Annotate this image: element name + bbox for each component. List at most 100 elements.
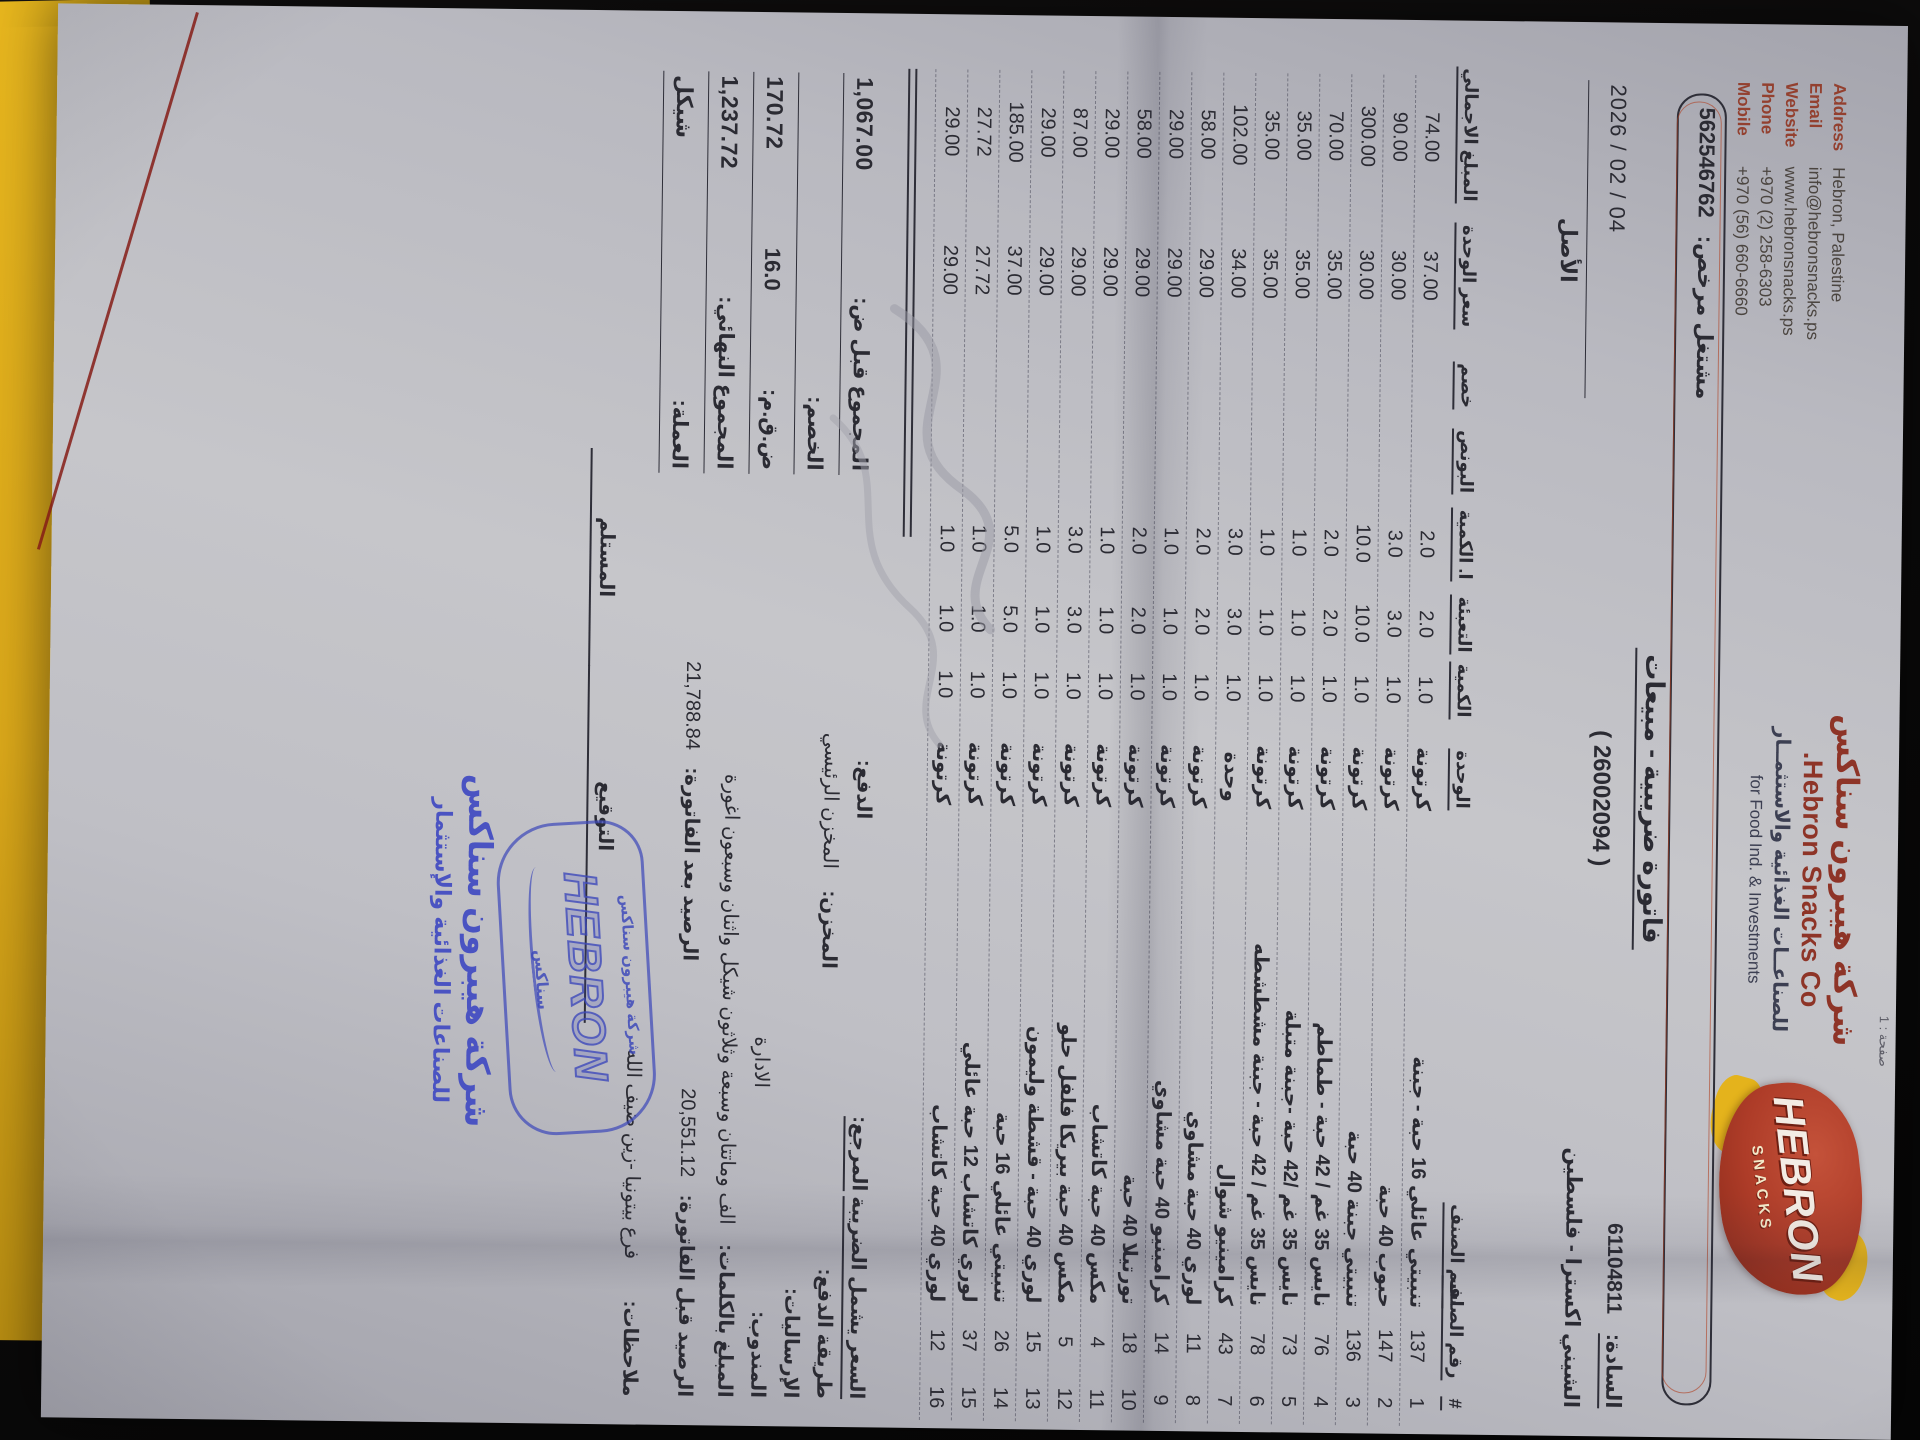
unit-price: 30.00 bbox=[1354, 249, 1378, 301]
customer-account-number: 61104811 bbox=[1602, 1222, 1627, 1315]
invoice-page: Address Hebron, Palestine Email info@hebron… bbox=[40, 3, 1908, 1440]
unit-price: 29.00 bbox=[1162, 247, 1186, 298]
line-total: 70.00 bbox=[1324, 110, 1347, 162]
footer-company-arabic: شركة هيبرون سناكس bbox=[458, 773, 500, 1128]
company-tagline-arabic: للصناعــات الغذائية والاستثمــار bbox=[1767, 726, 1794, 1033]
bonus bbox=[1203, 419, 1204, 497]
total-quantity: 2.0 bbox=[1319, 528, 1342, 558]
quantity: 1.0 bbox=[1317, 674, 1341, 704]
unit-price: 35.00 bbox=[1290, 248, 1314, 300]
packing: 2.0 bbox=[1318, 608, 1341, 638]
discount bbox=[1364, 347, 1365, 421]
line-total: 102.00 bbox=[1228, 104, 1251, 166]
license-number-line: مشتغل مرخص: 562546762 bbox=[1690, 107, 1720, 399]
contact-value: www.hebronsnacks.ps bbox=[1779, 166, 1801, 336]
discount bbox=[1428, 348, 1429, 422]
row-index: 13 bbox=[1021, 1387, 1044, 1410]
item-number: 78 bbox=[1245, 1332, 1268, 1356]
item-name: تنبيتي عائلي 16 حبة - جبنة bbox=[1405, 1056, 1431, 1309]
item-number: 4 bbox=[1085, 1336, 1108, 1348]
unit-price: 34.00 bbox=[1226, 248, 1250, 299]
item-number: 26 bbox=[989, 1329, 1013, 1353]
bonus bbox=[1299, 421, 1300, 499]
row-index: 5 bbox=[1277, 1395, 1300, 1408]
item-name: نايس 35 غم / 42 حبة - طماطم bbox=[1309, 1022, 1335, 1308]
discount bbox=[1172, 345, 1173, 419]
item-number: 37 bbox=[957, 1329, 981, 1352]
unit-price: 35.00 bbox=[1322, 249, 1346, 300]
vat-label: ض.ق.م: bbox=[757, 388, 782, 471]
unit: كرتونة bbox=[1187, 744, 1211, 809]
item-name: كرامينيو 40 حبة مشاوي bbox=[1149, 1079, 1175, 1306]
item-name: لوري 40 حبة مشاوي bbox=[1181, 1110, 1206, 1306]
item-number: 15 bbox=[1021, 1330, 1044, 1353]
line-total: 74.00 bbox=[1420, 112, 1443, 163]
row-index: 1 bbox=[1405, 1397, 1428, 1409]
total-quantity: 10.0 bbox=[1351, 523, 1374, 563]
payment-label: الدفع: bbox=[852, 759, 875, 820]
hebron-snacks-logo: HEBRON SNACKS bbox=[1702, 1070, 1878, 1307]
footer-tagline-arabic: للصناعات الغذائية والإستثمار bbox=[427, 797, 457, 1104]
unit-price: 30.00 bbox=[1386, 250, 1410, 301]
total-quantity: 1.0 bbox=[1255, 528, 1278, 557]
line-total: 87.00 bbox=[1068, 107, 1091, 159]
line-total: 300.00 bbox=[1356, 105, 1379, 168]
unit: وحدة bbox=[1219, 751, 1243, 803]
column-header-item-number: رقم الصنف bbox=[1440, 1275, 1467, 1381]
quantity: 1.0 bbox=[1381, 675, 1405, 704]
amount-in-words-value: الف وماتتان وسبعة وثلاثون شيكل واثنان وس… bbox=[715, 773, 743, 1225]
item-name: لوري 40 حبة - قشطة وليمون bbox=[1021, 1025, 1047, 1304]
date-underline bbox=[1584, 80, 1590, 399]
item-name: مكس 40 حبة كاتشاب bbox=[1085, 1103, 1110, 1305]
quantity: 1.0 bbox=[1221, 673, 1245, 702]
copy-type-label: الأصل bbox=[1555, 217, 1582, 283]
contact-label: Phone bbox=[1757, 82, 1778, 135]
salesman-label: المندوب: bbox=[746, 1311, 770, 1399]
bonus bbox=[1139, 419, 1140, 497]
column-header-packing: التعبئة bbox=[1449, 588, 1476, 660]
discount bbox=[1140, 345, 1141, 419]
item-number: 137 bbox=[1405, 1329, 1429, 1363]
grand-total-label: المجموع النهائي: bbox=[712, 296, 738, 470]
item-name: لوري كاتشاب 12 حبة عائلي bbox=[957, 1041, 983, 1303]
row-index: 7 bbox=[1213, 1395, 1236, 1407]
receiver-label: المستلم bbox=[594, 516, 618, 598]
bonus bbox=[1171, 419, 1172, 497]
quantity: 1.0 bbox=[1285, 674, 1309, 703]
packing: 2.0 bbox=[1190, 607, 1213, 636]
line-total: 90.00 bbox=[1388, 111, 1411, 162]
contact-label: Email bbox=[1805, 82, 1826, 129]
column-header-bonus: البونص bbox=[1451, 423, 1478, 501]
item-number: 43 bbox=[1213, 1332, 1236, 1356]
column-header-total-quantity: ا. الكمية bbox=[1450, 501, 1477, 589]
discount bbox=[1204, 345, 1205, 419]
item-name: مكس 40 حبة بيريكا فلفل حلو bbox=[1053, 1023, 1079, 1304]
total-quantity: 1.0 bbox=[1159, 526, 1182, 556]
salesman-value: الادارة bbox=[749, 1036, 773, 1089]
vat-line: ض.ق.م: 16.0 170.72 bbox=[748, 71, 794, 475]
customer-name: الشيني اكسترا - فلسطين bbox=[1559, 1147, 1586, 1409]
row-index: 9 bbox=[1149, 1394, 1172, 1406]
subtotal-value: 1,067.00 bbox=[851, 77, 879, 171]
company-stamp: شركة هيبرون سناكس HEBRON سناكس bbox=[493, 817, 660, 1138]
warehouse-line: المخزن: المخزن الرئيسي bbox=[816, 733, 844, 969]
company-header: شركة هيبرون سناكس Hebron Snacks Co. للصن… bbox=[1741, 684, 1866, 1075]
total-quantity: 3.0 bbox=[1223, 527, 1246, 556]
amount-in-words-label: المبلغ بالكلمات: bbox=[713, 1244, 738, 1398]
reference-label: المرجع: bbox=[842, 1116, 873, 1192]
packing: 1.0 bbox=[1254, 608, 1277, 637]
packing: 3.0 bbox=[1382, 609, 1405, 638]
packing: 10.0 bbox=[1350, 603, 1373, 643]
item-number: 11 bbox=[1181, 1332, 1204, 1354]
contact-value: info@hebronsnacks.ps bbox=[1803, 166, 1825, 341]
unit: كرتونة bbox=[1251, 745, 1275, 810]
balance-before-value: 20,551.12 bbox=[675, 1088, 699, 1178]
customer-label: السادة: bbox=[1597, 1333, 1625, 1409]
total-quantity: 2.0 bbox=[1191, 527, 1214, 556]
item-name: حبوب 40 حبة bbox=[1373, 1184, 1397, 1308]
unit-price: 29.00 bbox=[1194, 247, 1218, 299]
receiver-field: المستلم bbox=[588, 447, 621, 667]
unit: كرتونة bbox=[1347, 746, 1371, 811]
bonus bbox=[1235, 420, 1236, 498]
bonus bbox=[1267, 420, 1268, 498]
